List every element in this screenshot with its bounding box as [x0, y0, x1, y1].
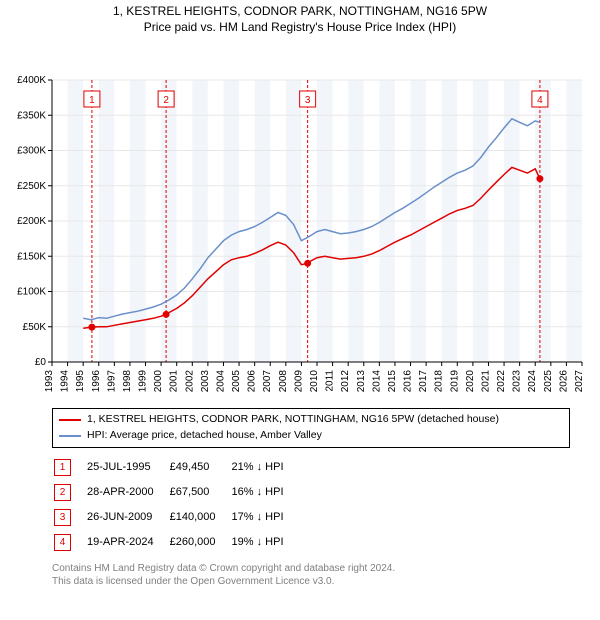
legend-swatch — [59, 419, 81, 421]
x-tick-label: 2020 — [465, 370, 476, 393]
x-tick-label: 1995 — [75, 370, 86, 393]
chart-container: 1, KESTREL HEIGHTS, CODNOR PARK, NOTTING… — [0, 0, 600, 589]
marker-date: 28-APR-2000 — [87, 481, 168, 504]
x-tick-label: 1996 — [91, 370, 102, 393]
marker-price: £67,500 — [170, 481, 230, 504]
marker-delta: 16% ↓ HPI — [232, 481, 298, 504]
x-tick-label: 2014 — [371, 370, 382, 393]
y-tick-label: £350K — [17, 110, 46, 121]
event-marker-dot — [88, 324, 95, 331]
titles: 1, KESTREL HEIGHTS, CODNOR PARK, NOTTING… — [0, 0, 600, 34]
table-row: 1 25-JUL-1995£49,45021% ↓ HPI — [54, 456, 298, 479]
marker-date: 25-JUL-1995 — [87, 456, 168, 479]
x-tick-label: 2005 — [231, 370, 242, 393]
legend-label: HPI: Average price, detached house, Ambe… — [87, 428, 322, 444]
x-tick-label: 2027 — [574, 370, 585, 393]
table-row: 3 26-JUN-2009£140,00017% ↓ HPI — [54, 506, 298, 529]
legend-item: HPI: Average price, detached house, Ambe… — [59, 428, 563, 444]
y-tick-label: £100K — [17, 287, 46, 298]
event-marker-number: 3 — [305, 95, 311, 106]
x-tick-label: 2003 — [200, 370, 211, 393]
y-tick-label: £150K — [17, 251, 46, 262]
marker-badge: 4 — [54, 534, 71, 551]
x-tick-label: 2018 — [434, 370, 445, 393]
x-tick-label: 2004 — [215, 370, 226, 393]
x-tick-label: 2016 — [403, 370, 414, 393]
y-tick-label: £250K — [17, 181, 46, 192]
table-row: 2 28-APR-2000£67,50016% ↓ HPI — [54, 481, 298, 504]
x-tick-label: 1998 — [122, 370, 133, 393]
marker-delta: 17% ↓ HPI — [232, 506, 298, 529]
chart-svg: 1 2 3 4 £0 £50K £100K £150K £200K £250K £300K £350K… — [0, 34, 600, 404]
y-tick-label: £50K — [23, 322, 47, 333]
x-tick-label: 2019 — [449, 370, 460, 393]
table-row: 4 19-APR-2024£260,00019% ↓ HPI — [54, 531, 298, 554]
event-marker-number: 2 — [163, 95, 169, 106]
marker-badge: 2 — [54, 484, 71, 501]
x-tick-label: 2017 — [418, 370, 429, 393]
event-marker-number: 4 — [537, 95, 543, 106]
x-tick-label: 2007 — [262, 370, 273, 393]
marker-delta: 19% ↓ HPI — [232, 531, 298, 554]
y-tick-label: £0 — [35, 357, 47, 368]
x-tick-label: 2022 — [496, 370, 507, 393]
event-marker-dot — [163, 311, 170, 318]
x-tick-label: 2002 — [184, 370, 195, 393]
y-tick-label: £400K — [17, 75, 46, 86]
x-tick-label: 2024 — [527, 370, 538, 393]
attribution-footer: Contains HM Land Registry data © Crown c… — [52, 562, 570, 589]
marker-badge: 1 — [54, 459, 71, 476]
x-tick-label: 2008 — [278, 370, 289, 393]
marker-date: 26-JUN-2009 — [87, 506, 168, 529]
x-tick-label: 1997 — [106, 370, 117, 393]
event-marker-dot — [304, 260, 311, 267]
x-tick-label: 1999 — [138, 370, 149, 393]
x-tick-label: 1993 — [44, 370, 55, 393]
x-tick-label: 2006 — [247, 370, 258, 393]
x-tick-label: 2021 — [480, 370, 491, 393]
marker-price: £260,000 — [170, 531, 230, 554]
x-tick-label: 2000 — [153, 370, 164, 393]
x-tick-label: 2001 — [169, 370, 180, 393]
footer-line1: Contains HM Land Registry data © Crown c… — [52, 562, 570, 576]
legend-item: 1, KESTREL HEIGHTS, CODNOR PARK, NOTTING… — [59, 412, 563, 428]
marker-date: 19-APR-2024 — [87, 531, 168, 554]
x-tick-label: 2015 — [387, 370, 398, 393]
x-tick-label: 2011 — [325, 370, 336, 392]
x-tick-label: 2009 — [293, 370, 304, 393]
footer-line2: This data is licensed under the Open Gov… — [52, 575, 570, 589]
x-tick-label: 2013 — [356, 370, 367, 393]
y-tick-label: £200K — [17, 216, 46, 227]
x-tick-label: 1994 — [60, 370, 71, 393]
legend-swatch — [59, 435, 81, 437]
legend-label: 1, KESTREL HEIGHTS, CODNOR PARK, NOTTING… — [87, 412, 499, 428]
x-tick-label: 2026 — [558, 370, 569, 393]
marker-price: £49,450 — [170, 456, 230, 479]
marker-delta: 21% ↓ HPI — [232, 456, 298, 479]
x-tick-label: 2010 — [309, 370, 320, 393]
marker-price: £140,000 — [170, 506, 230, 529]
line-chart: 1 2 3 4 £0 £50K £100K £150K £200K £250K £300K £350K… — [0, 34, 600, 404]
legend: 1, KESTREL HEIGHTS, CODNOR PARK, NOTTING… — [52, 408, 570, 448]
x-tick-label: 2012 — [340, 370, 351, 393]
x-tick-label: 2025 — [543, 370, 554, 393]
event-marker-number: 1 — [89, 95, 95, 106]
x-tick-label: 2023 — [512, 370, 523, 393]
y-tick-label: £300K — [17, 146, 46, 157]
marker-badge: 3 — [54, 509, 71, 526]
event-marker-dot — [536, 175, 543, 182]
title-address: 1, KESTREL HEIGHTS, CODNOR PARK, NOTTING… — [0, 4, 600, 18]
title-subtitle: Price paid vs. HM Land Registry's House … — [0, 20, 600, 34]
event-markers-table: 1 25-JUL-1995£49,45021% ↓ HPI 2 28-APR-2000… — [52, 454, 300, 556]
